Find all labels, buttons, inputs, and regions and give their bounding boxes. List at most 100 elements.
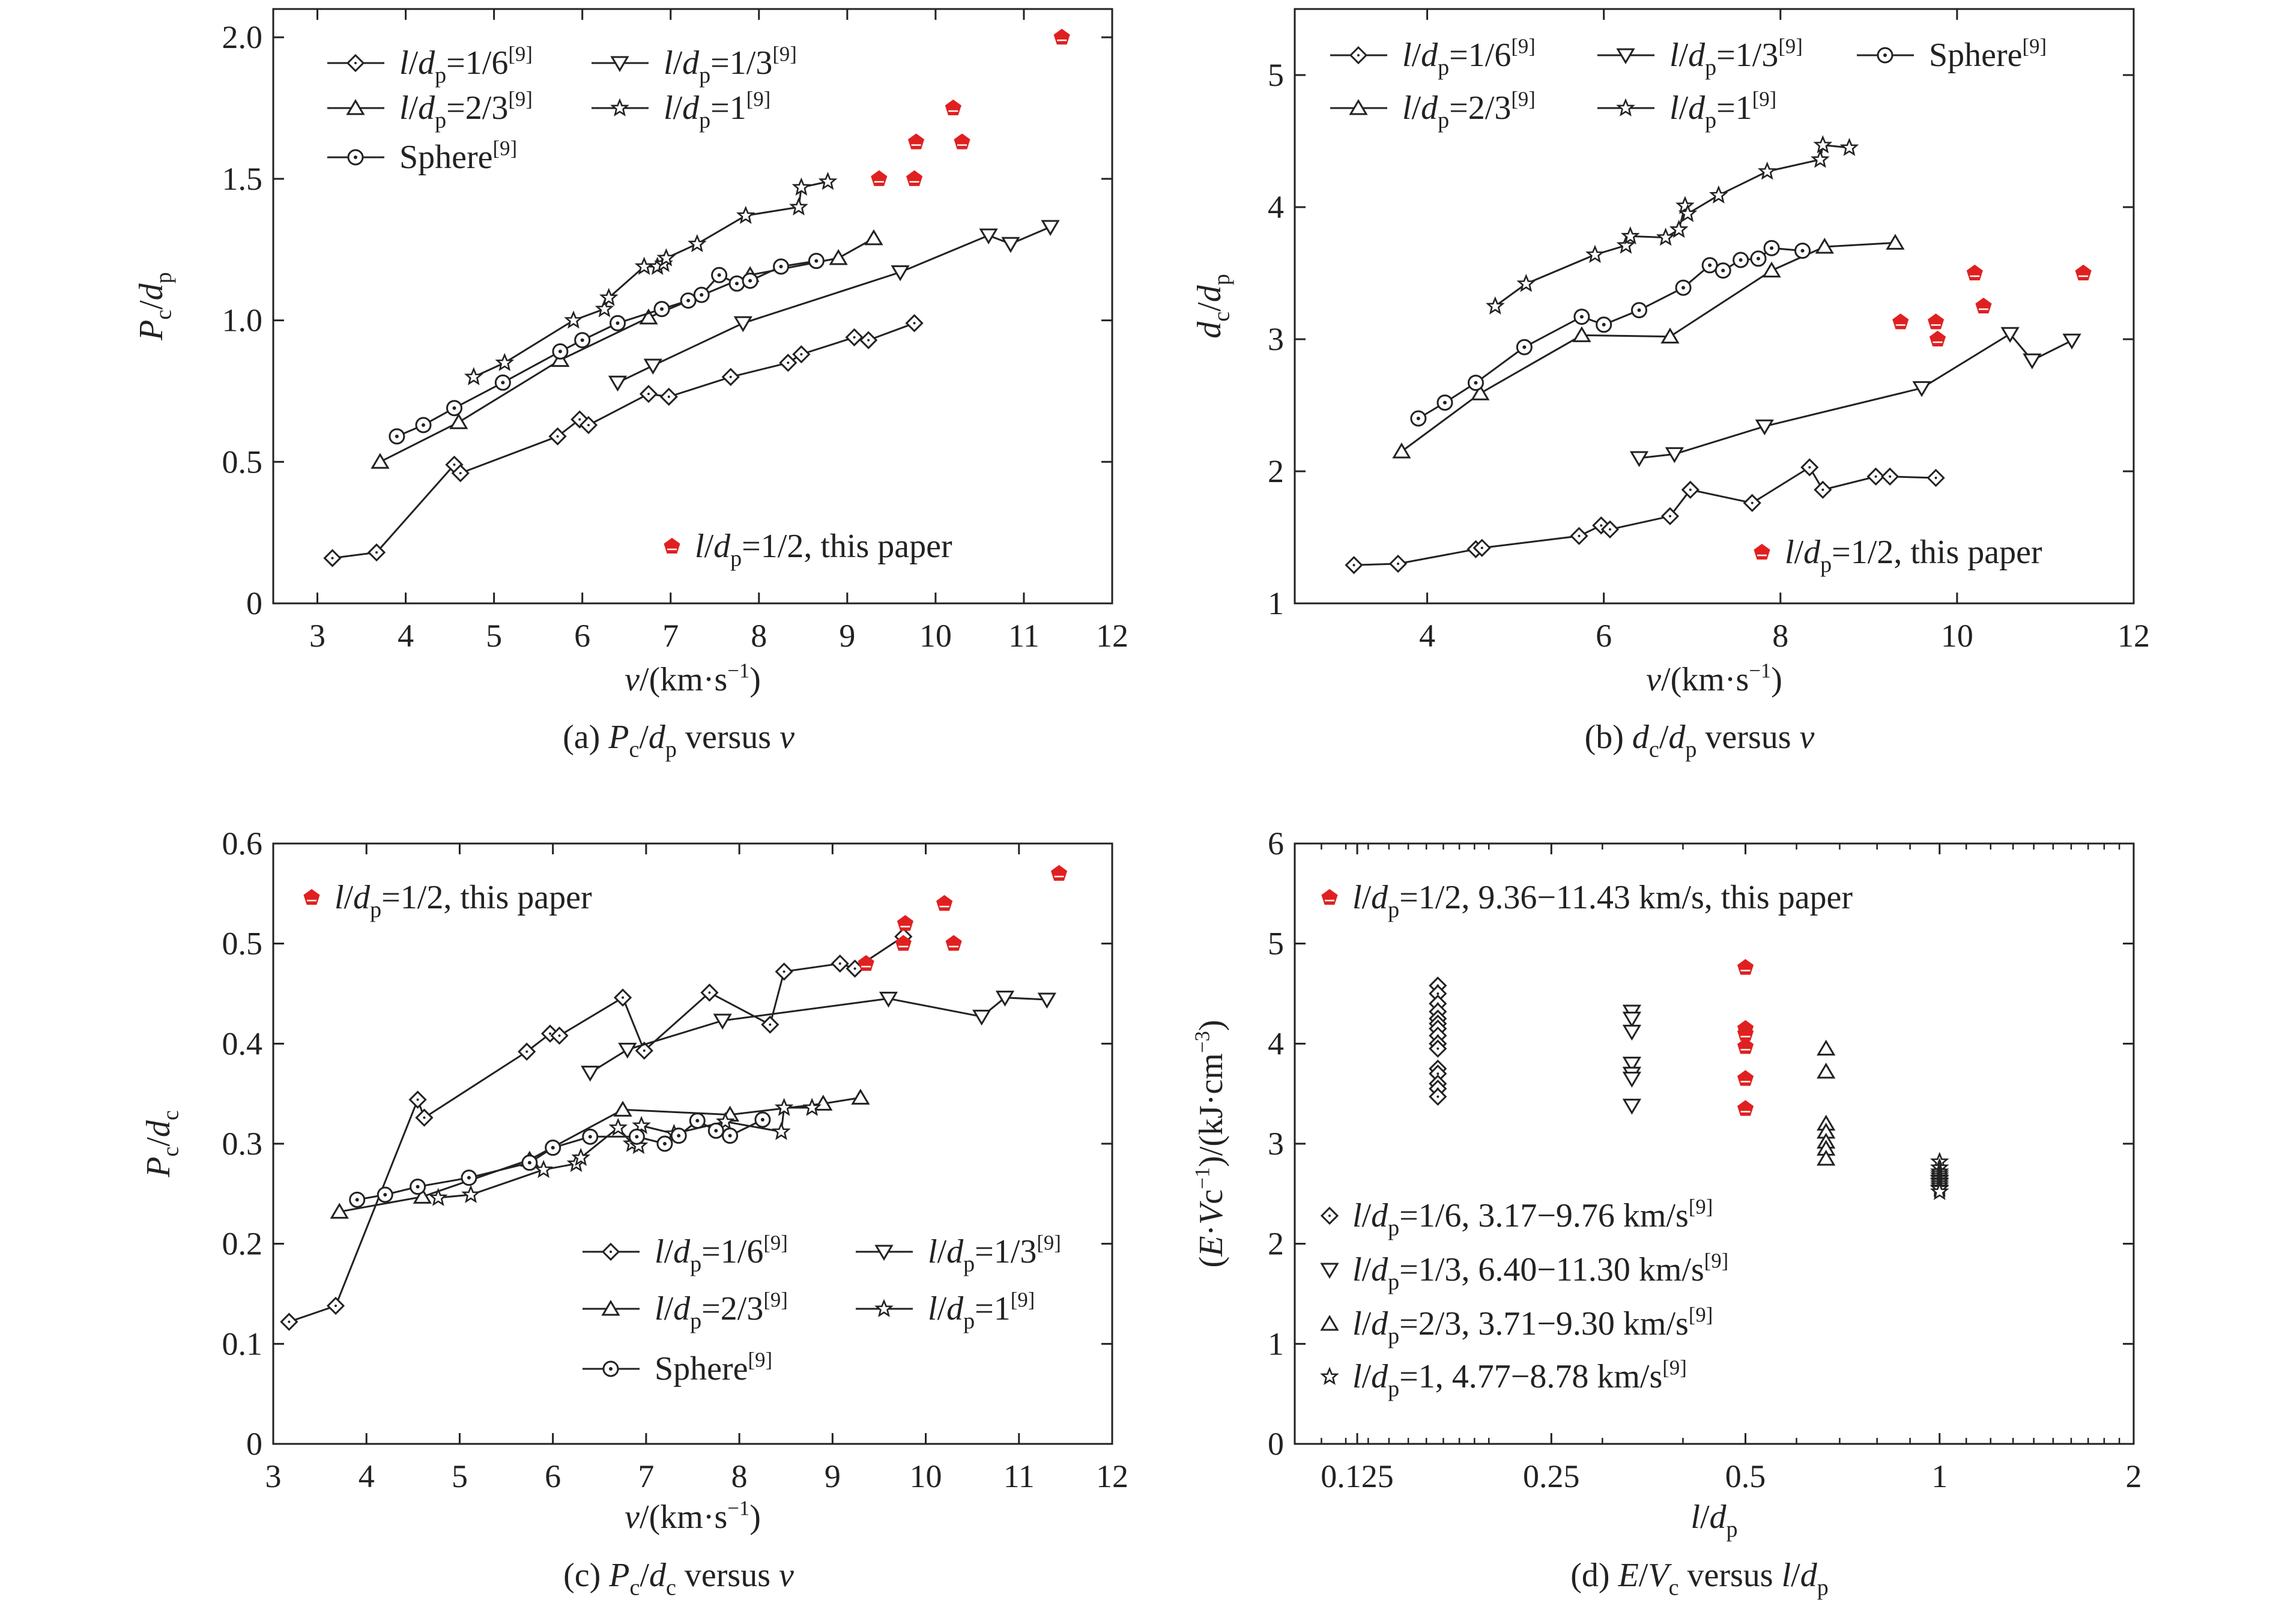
legend-label-c: l/dp​=1/2, this paper — [334, 879, 592, 923]
data-point-star — [689, 235, 706, 252]
data-point-diamond — [722, 368, 740, 386]
y-tick-label-d: 6 — [1268, 826, 1284, 862]
data-point-circle-dot — [689, 1112, 706, 1129]
data-point-down-triangle — [979, 228, 997, 244]
x-tick-label-b: 10 — [1941, 618, 1973, 654]
data-point-up-triangle — [450, 414, 468, 429]
data-point-circle-dot — [1467, 375, 1484, 391]
data-point-down-triangle — [1623, 1024, 1641, 1040]
legend-label-a: l/dp​=1/3[9]​ — [664, 43, 797, 88]
data-point-pentagon — [871, 170, 888, 187]
data-point-star — [496, 354, 513, 370]
data-point-up-triangle — [1886, 234, 1904, 250]
series-diamond-d — [1429, 977, 1447, 1106]
x-tick-label-a: 4 — [398, 618, 414, 654]
legend-label-d: l/dp​=1/2, 9.36−11.43 km/s, this paper — [1352, 879, 1853, 923]
x-tick-label-d: 0.5 — [1725, 1458, 1766, 1494]
x-tick-label-b: 4 — [1419, 618, 1435, 654]
caption-text-b: (b) dc​/dp​ versus v — [1585, 719, 1815, 762]
legend-item-a: Sphere[9]​ — [327, 137, 517, 176]
y-tick-label-b: 4 — [1268, 189, 1284, 225]
series-up-triangle-c — [330, 1089, 870, 1219]
series-line-diamond — [332, 322, 915, 560]
legend-marker-circle-dot — [602, 1360, 619, 1377]
data-point-star — [804, 1099, 820, 1115]
data-point-circle-dot — [693, 286, 710, 303]
data-point-circle-dot — [1701, 257, 1718, 274]
y-tick-label-b: 1 — [1268, 585, 1284, 621]
data-point-pentagon — [1737, 1070, 1754, 1086]
legend-label-c: l/dp​=1[9]​ — [928, 1288, 1035, 1334]
data-point-circle-dot — [680, 292, 697, 309]
series-circle-dot-c — [349, 1111, 771, 1208]
data-point-circle-dot — [552, 343, 569, 360]
data-point-diamond — [1814, 481, 1832, 499]
legend-label-b: Sphere[9]​ — [1929, 35, 2047, 74]
y-tick-label-b: 3 — [1268, 321, 1284, 357]
y-tick-label-d: 4 — [1268, 1025, 1284, 1061]
data-point-up-triangle — [1817, 1040, 1835, 1056]
legend-marker-pentagon — [1321, 889, 1338, 905]
legend-item-a: l/dp​=1/2, this paper — [664, 528, 952, 572]
x-tick-label-c: 4 — [359, 1458, 375, 1494]
legend-marker-circle-dot — [347, 149, 364, 166]
legend-label-b: l/dp​=1[9]​ — [1669, 88, 1776, 133]
data-point-circle-dot — [656, 1135, 673, 1152]
y-tick-label-a: 0.5 — [222, 444, 263, 480]
y-tick-label-b: 2 — [1268, 453, 1284, 489]
data-point-up-triangle — [1393, 443, 1411, 459]
legend-item-b: l/dp​=2/3[9]​ — [1330, 88, 1536, 133]
y-tick-label-c: 0 — [246, 1426, 262, 1462]
x-axis-label-d: l/dp​ — [1690, 1499, 1737, 1542]
data-point-diamond — [409, 1091, 427, 1109]
data-point-up-triangle — [829, 250, 847, 265]
data-point-up-triangle — [865, 230, 883, 246]
data-point-down-triangle — [713, 1013, 731, 1029]
series-circle-dot-a — [389, 253, 825, 445]
data-point-down-triangle — [1623, 1072, 1641, 1087]
y-axis-label-a: Pc​/dp​ — [133, 272, 177, 341]
series-line-diamond — [288, 935, 904, 1323]
data-point-diamond — [761, 1016, 779, 1034]
caption-svg-b: (b) dc​/dp​ versus v — [1585, 719, 1815, 762]
data-point-star — [465, 368, 482, 385]
legend-label-b: l/dp​=1/3[9]​ — [1669, 35, 1803, 80]
series-down-triangle-d — [1623, 1004, 1641, 1114]
legend-marker-star — [1321, 1368, 1338, 1384]
legend-item-d: l/dp​=1, 4.77−8.78 km/s[9]​ — [1321, 1356, 1687, 1402]
legend-label-c: l/dp​=1/6[9]​ — [655, 1231, 788, 1277]
data-point-down-triangle — [1755, 419, 1773, 435]
data-point-down-triangle — [1623, 1012, 1641, 1027]
data-point-pentagon — [1966, 264, 1983, 281]
series-pentagon-a — [871, 28, 1070, 187]
legend-item-a: l/dp​=2/3[9]​ — [327, 88, 533, 133]
data-point-circle-dot — [494, 374, 511, 391]
legend-marker-pentagon — [303, 889, 320, 905]
legend-item-c: l/dp​=1[9]​ — [856, 1288, 1035, 1334]
data-point-down-triangle — [1041, 220, 1059, 235]
data-point-circle-dot — [446, 400, 462, 417]
series-down-triangle-a — [609, 220, 1059, 391]
data-point-circle-dot — [773, 258, 790, 275]
legend-marker-diamond — [347, 54, 365, 72]
series-diamond-b — [1345, 458, 1945, 574]
x-tick-label-b: 6 — [1596, 618, 1612, 654]
y-tick-label-c: 0.3 — [222, 1126, 263, 1162]
legend-marker-pentagon — [1754, 543, 1770, 560]
series-pentagon-c — [858, 865, 1068, 971]
data-point-star — [1670, 221, 1687, 237]
plot-frame-b — [1294, 8, 2135, 605]
data-point-circle-dot — [808, 253, 825, 270]
legend-item-c: l/dp​=2/3[9]​ — [583, 1288, 788, 1334]
data-point-star — [1814, 136, 1832, 152]
legend-c: l/dp​=1/2, this paper l/dp​=1/6[9]​ l/dp​=… — [303, 879, 1061, 1387]
y-tick-label-d: 3 — [1268, 1126, 1284, 1162]
x-tick-label-b: 8 — [1772, 618, 1788, 654]
series-line-star — [473, 181, 828, 378]
data-point-pentagon — [945, 935, 962, 951]
data-point-down-triangle — [644, 358, 662, 374]
data-point-circle-dot — [1631, 302, 1648, 319]
data-point-star — [1487, 297, 1504, 314]
data-point-pentagon — [936, 895, 953, 911]
data-point-down-triangle — [1623, 1099, 1641, 1114]
